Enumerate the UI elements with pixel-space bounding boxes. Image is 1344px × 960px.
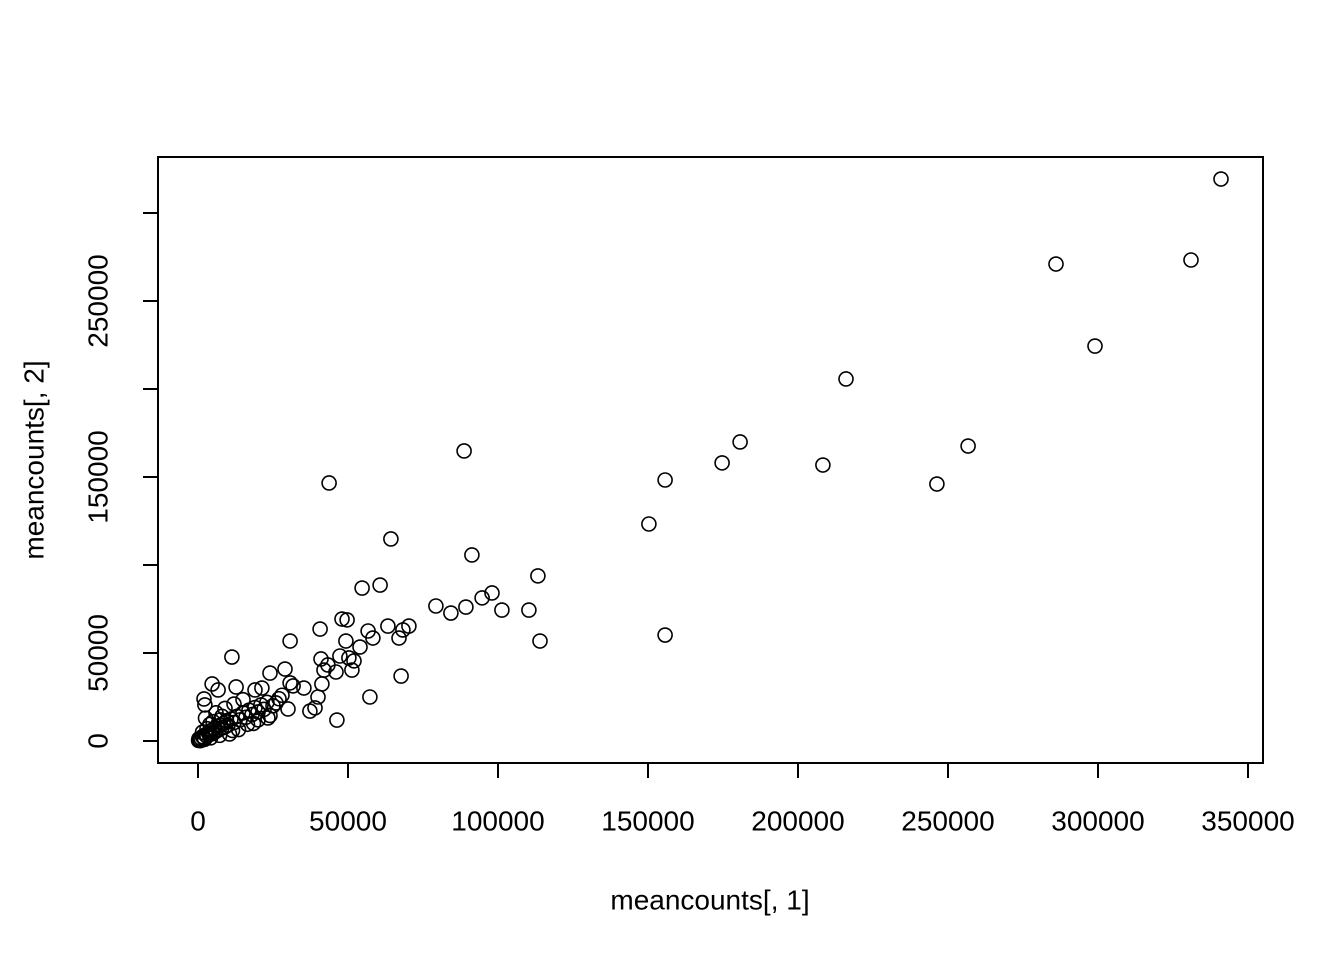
point xyxy=(714,455,730,471)
point xyxy=(383,531,399,547)
point xyxy=(484,585,500,601)
point xyxy=(210,682,226,698)
point xyxy=(344,662,360,678)
point xyxy=(334,611,350,627)
x-tick-label: 100000 xyxy=(451,805,544,836)
point xyxy=(282,633,298,649)
point xyxy=(277,661,293,677)
point xyxy=(296,680,312,696)
point xyxy=(532,633,548,649)
point xyxy=(960,438,976,454)
point xyxy=(285,678,301,694)
point xyxy=(1213,171,1229,187)
point xyxy=(247,682,263,698)
point xyxy=(474,590,490,606)
point xyxy=(224,649,240,665)
y-tick-label: 50000 xyxy=(82,614,113,692)
point xyxy=(346,653,362,669)
x-tick-label: 300000 xyxy=(1051,805,1144,836)
point xyxy=(245,715,262,732)
x-tick-label: 50000 xyxy=(309,805,387,836)
x-tick-label: 250000 xyxy=(901,805,994,836)
point xyxy=(307,700,323,716)
point xyxy=(191,731,207,747)
point xyxy=(239,716,256,733)
point xyxy=(521,602,537,618)
point xyxy=(204,676,220,692)
point xyxy=(657,627,673,643)
point xyxy=(815,457,831,473)
point xyxy=(332,648,348,664)
point xyxy=(212,712,229,728)
point xyxy=(1183,252,1199,268)
point xyxy=(365,630,381,646)
point xyxy=(262,707,278,724)
point xyxy=(228,679,244,695)
point xyxy=(641,516,657,532)
point xyxy=(312,621,328,637)
point xyxy=(391,630,407,646)
point xyxy=(224,722,241,739)
point xyxy=(838,371,854,387)
point xyxy=(321,475,337,491)
point xyxy=(302,703,318,719)
point xyxy=(226,696,242,712)
point xyxy=(657,472,673,488)
point xyxy=(464,547,480,563)
x-tick-label: 0 xyxy=(190,805,206,836)
point xyxy=(329,712,345,728)
point xyxy=(393,668,409,684)
point xyxy=(196,691,212,707)
point xyxy=(428,598,444,614)
x-tick-label: 350000 xyxy=(1201,805,1294,836)
point xyxy=(310,689,326,705)
point xyxy=(1087,338,1103,354)
point xyxy=(254,680,270,696)
point xyxy=(314,676,330,692)
point xyxy=(235,691,251,708)
x-tick-label: 150000 xyxy=(601,805,694,836)
point xyxy=(530,568,546,584)
y-axis-label: meancounts[, 2] xyxy=(18,360,49,559)
point xyxy=(443,605,459,621)
point xyxy=(494,602,510,618)
y-tick-label: 250000 xyxy=(82,254,113,347)
point xyxy=(456,443,472,459)
point xyxy=(196,731,213,748)
y-tick-label: 0 xyxy=(82,733,113,749)
x-tick-label: 200000 xyxy=(751,805,844,836)
point xyxy=(929,476,945,492)
point xyxy=(199,720,215,737)
point xyxy=(458,599,474,615)
point xyxy=(339,612,355,628)
point xyxy=(262,665,278,681)
point xyxy=(732,434,748,450)
point xyxy=(362,689,378,705)
point xyxy=(338,633,354,649)
point xyxy=(221,726,238,742)
point xyxy=(271,690,287,707)
point xyxy=(202,716,218,733)
point xyxy=(230,721,247,738)
point xyxy=(282,675,298,691)
point xyxy=(328,664,344,680)
point xyxy=(354,580,370,596)
y-tick-label: 150000 xyxy=(82,430,113,523)
point xyxy=(372,577,388,593)
point xyxy=(1048,256,1064,272)
point xyxy=(352,639,368,655)
point xyxy=(274,687,290,704)
x-axis-label: meancounts[, 1] xyxy=(610,884,809,915)
plot-frame xyxy=(157,156,1264,764)
point xyxy=(380,618,396,634)
point xyxy=(280,701,296,717)
point xyxy=(395,622,411,638)
